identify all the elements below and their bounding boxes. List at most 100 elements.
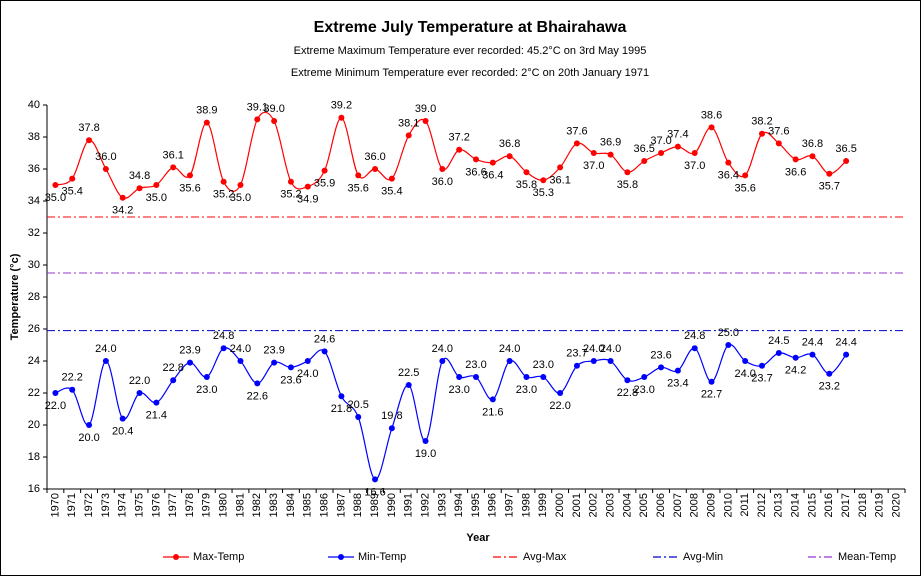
data-label: 36.6 [465,166,486,178]
x-tick-label: 1993 [436,493,448,517]
data-label: 25.0 [718,327,739,339]
data-point [287,178,294,185]
data-label: 23.2 [819,381,840,393]
y-tick-label: 38 [28,131,40,143]
x-tick-label: 2004 [621,493,633,517]
data-label: 39.1 [247,101,268,113]
data-label: 23.7 [566,348,587,360]
data-label: 23.0 [196,384,217,396]
data-label: 37.4 [667,129,688,141]
data-point [102,358,109,364]
x-tick-label: 1989 [369,493,381,517]
data-point [69,175,76,182]
data-label: 23.0 [533,359,554,371]
data-point [843,351,850,358]
y-tick-label: 16 [28,483,40,495]
data-point [674,367,681,374]
data-label: 22.7 [701,389,722,401]
data-label: 38.6 [701,109,722,121]
x-tick-label: 1995 [470,493,482,517]
data-label: 24.0 [600,343,621,355]
data-label: 35.6 [179,182,200,194]
data-point [473,374,479,380]
x-tick-label: 1983 [268,493,280,517]
data-point [422,118,429,124]
data-label: 34.8 [129,170,150,182]
data-label: 16.6 [364,486,385,498]
data-point [271,359,278,366]
data-point [422,438,429,444]
legend-marker [338,554,344,560]
data-point [321,167,328,174]
data-label: 34.9 [297,194,318,206]
data-label: 37.6 [566,125,587,137]
y-tick-label: 36 [28,163,40,175]
data-point [775,140,782,147]
data-point [607,151,614,158]
data-point [388,425,395,432]
y-tick-label: 18 [28,451,40,463]
data-label: 35.0 [146,192,167,204]
data-label: 24.0 [95,343,116,355]
data-label: 39.0 [415,103,436,115]
x-axis-title: Year [466,532,490,544]
data-point [691,345,698,352]
x-tick-label: 1974 [117,493,129,517]
data-point [355,172,362,179]
data-point [136,390,143,396]
data-point [405,382,412,388]
data-point [271,118,278,124]
x-tick-label: 1978 [184,493,196,517]
data-point [86,422,93,428]
y-tick-label: 32 [28,227,40,239]
data-label: 22.6 [247,390,268,402]
data-label: 35.6 [348,182,369,194]
data-point [658,150,665,156]
data-label: 24.6 [314,333,335,345]
subtitle: Extreme Maximum Temperature ever recorde… [294,45,647,57]
y-tick-label: 24 [28,355,40,367]
legend-label: Min-Temp [358,551,406,563]
x-tick-label: 1980 [218,493,230,517]
data-point [338,114,345,121]
data-point [203,119,210,126]
data-point [691,150,698,156]
data-point [136,185,143,192]
data-label: 35.0 [45,192,66,204]
data-label: 23.9 [263,345,284,357]
data-label: 35.8 [617,179,638,191]
x-tick-label: 2005 [638,493,650,517]
x-tick-label: 1977 [167,493,179,517]
y-tick-label: 34 [28,195,40,207]
data-label: 35.8 [516,179,537,191]
data-point [304,358,311,364]
data-point [708,124,715,131]
data-point [826,370,833,377]
x-tick-label: 2003 [604,493,616,517]
data-label: 35.2 [213,189,234,201]
data-label: 39.0 [263,103,284,115]
data-point [624,377,631,384]
data-point [573,140,580,147]
data-label: 23.9 [179,345,200,357]
data-point [372,476,379,483]
x-tick-label: 1979 [201,493,213,517]
data-label: 36.0 [95,151,116,163]
data-point [405,132,412,139]
x-tick-label: 1985 [302,493,314,517]
data-label: 37.0 [650,135,671,147]
x-tick-label: 2016 [823,493,835,517]
data-point [809,351,816,358]
data-point [102,166,109,172]
y-tick-label: 22 [28,387,40,399]
data-point [658,364,665,371]
x-tick-label: 1988 [352,493,364,517]
data-label: 36.1 [162,149,183,161]
data-point [792,156,799,163]
data-label: 36.0 [364,151,385,163]
data-label: 24.0 [499,343,520,355]
data-point [506,153,513,160]
data-label: 24.4 [835,337,856,349]
data-label: 35.9 [314,178,335,190]
